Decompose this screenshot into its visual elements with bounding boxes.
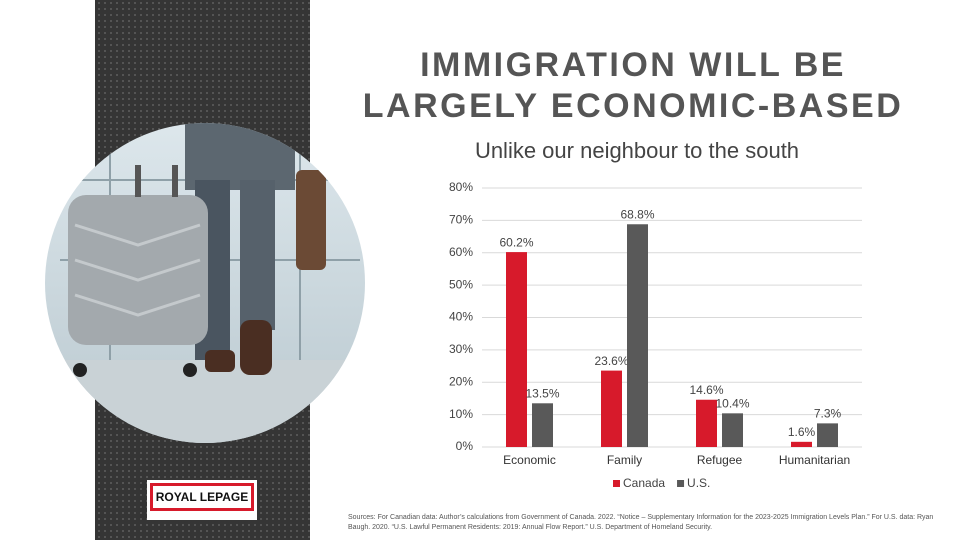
- y-tick-label: 60%: [449, 245, 473, 259]
- bar: [627, 224, 648, 447]
- x-tick-label: Refugee: [697, 453, 743, 467]
- y-tick-label: 0%: [456, 439, 474, 453]
- photo: [45, 123, 365, 443]
- y-tick-label: 30%: [449, 342, 473, 356]
- chart-title: LARGELY ECONOMIC-BASED: [363, 87, 904, 125]
- bar: [791, 441, 812, 447]
- bar: [817, 423, 838, 447]
- chart-subtitle: Unlike our neighbour to the south: [475, 138, 799, 163]
- bar: [506, 252, 527, 447]
- y-tick-label: 50%: [449, 277, 473, 291]
- bar: [532, 403, 553, 447]
- x-tick-label: Humanitarian: [779, 453, 850, 467]
- bar: [722, 413, 743, 447]
- value-label: 14.6%: [689, 383, 723, 397]
- sources: Sources: For Canadian data: Author’s cal…: [348, 514, 934, 531]
- legend-label: U.S.: [687, 476, 710, 490]
- legend-swatch: [613, 480, 620, 487]
- value-label: 7.3%: [814, 407, 842, 421]
- value-label: 60.2%: [499, 235, 533, 249]
- value-label: 1.6%: [788, 425, 816, 439]
- x-tick-label: Economic: [503, 453, 556, 467]
- logo-text: ROYAL LEPAGE: [156, 490, 248, 504]
- y-tick-label: 70%: [449, 213, 473, 227]
- value-label: 23.6%: [594, 354, 628, 368]
- y-tick-label: 80%: [449, 180, 473, 194]
- logo-inner: [153, 486, 251, 508]
- value-label: 10.4%: [715, 397, 749, 411]
- y-tick-label: 10%: [449, 407, 473, 421]
- x-tick-label: Family: [607, 453, 642, 467]
- value-label: 13.5%: [525, 386, 559, 400]
- bar: [601, 370, 622, 447]
- bar: [696, 399, 717, 447]
- y-tick-label: 20%: [449, 374, 473, 388]
- legend-label: Canada: [623, 476, 665, 490]
- value-label: 68.8%: [620, 207, 654, 221]
- legend-swatch: [677, 480, 685, 487]
- chart-title: IMMIGRATION WILL BE: [420, 46, 846, 84]
- y-tick-label: 40%: [449, 310, 473, 324]
